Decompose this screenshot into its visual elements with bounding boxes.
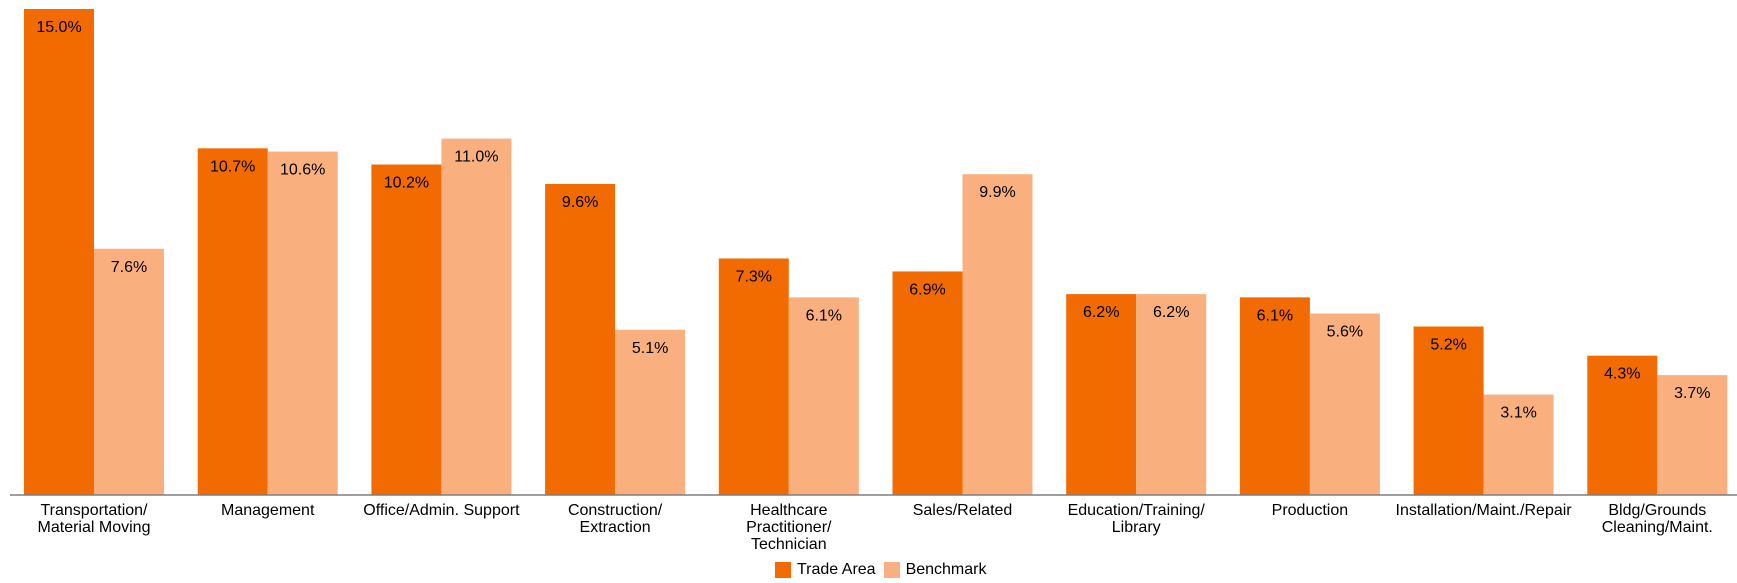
category-label-7: Production bbox=[1272, 502, 1349, 519]
value-label-trade-area-5: 6.9% bbox=[909, 281, 945, 298]
category-label-5: Sales/Related bbox=[913, 502, 1013, 519]
category-label-4: Healthcare Practitioner/Technician bbox=[746, 502, 832, 553]
bar-benchmark-0 bbox=[94, 248, 164, 495]
bar-benchmark-8 bbox=[1483, 394, 1554, 495]
value-label-benchmark-6: 6.2% bbox=[1153, 304, 1189, 321]
legend-label-benchmark: Benchmark bbox=[905, 561, 987, 578]
value-label-trade-area-3: 9.6% bbox=[562, 194, 598, 211]
legend-swatch-trade-area bbox=[775, 562, 791, 578]
bar-benchmark-6 bbox=[1136, 294, 1207, 495]
bar-trade-area-1 bbox=[197, 148, 268, 495]
value-labels-group: 15.0% 7.6% 10.7% 10.6% 10.2% 11.0% 9.6% 5.1% 7.3… bbox=[36, 19, 1710, 422]
value-label-trade-area-2: 10.2% bbox=[384, 175, 429, 192]
bar-trade-area-0 bbox=[24, 9, 94, 495]
category-labels-group: Transportation/Material Moving Management… bbox=[38, 502, 1713, 553]
category-label-8: Installation/Maint./Repair bbox=[1396, 502, 1573, 519]
value-label-trade-area-0: 15.0% bbox=[36, 19, 81, 36]
bar-trade-area-2 bbox=[371, 164, 442, 495]
bar-benchmark-4 bbox=[788, 297, 859, 495]
value-label-benchmark-4: 6.1% bbox=[806, 307, 842, 324]
category-label-3: Construction/Extraction bbox=[568, 502, 663, 536]
value-label-benchmark-1: 10.6% bbox=[280, 162, 325, 179]
bar-trade-area-9 bbox=[1587, 355, 1658, 495]
bar-trade-area-4 bbox=[718, 258, 789, 495]
value-label-trade-area-1: 10.7% bbox=[210, 158, 255, 175]
value-label-trade-area-9: 4.3% bbox=[1604, 366, 1640, 383]
category-label-line: Cleaning/Maint. bbox=[1602, 519, 1713, 536]
category-label-line: Production bbox=[1272, 502, 1349, 519]
category-label-line: Office/Admin. Support bbox=[363, 502, 520, 519]
category-label-line: Education/Training/ bbox=[1068, 502, 1206, 519]
category-label-1: Management bbox=[221, 502, 315, 519]
category-label-line: Extraction bbox=[580, 519, 651, 536]
value-label-benchmark-9: 3.7% bbox=[1674, 385, 1710, 402]
value-label-trade-area-4: 7.3% bbox=[736, 268, 772, 285]
value-label-benchmark-8: 3.1% bbox=[1500, 405, 1536, 422]
value-label-benchmark-2: 11.0% bbox=[454, 149, 498, 166]
category-label-line: Library bbox=[1112, 519, 1161, 536]
value-label-benchmark-7: 5.6% bbox=[1327, 324, 1363, 341]
legend-item-trade-area: Trade Area bbox=[775, 561, 876, 579]
value-label-trade-area-7: 6.1% bbox=[1257, 307, 1293, 324]
bar-trade-area-7 bbox=[1239, 297, 1310, 495]
bar-trade-area-6 bbox=[1066, 294, 1137, 495]
bar-trade-area-3 bbox=[545, 183, 616, 495]
value-label-trade-area-6: 6.2% bbox=[1083, 304, 1119, 321]
category-label-line: Material Moving bbox=[38, 519, 151, 536]
bar-benchmark-2 bbox=[441, 138, 512, 495]
legend-label-trade-area: Trade Area bbox=[797, 561, 876, 578]
value-label-benchmark-0: 7.6% bbox=[111, 259, 147, 276]
category-label-9: Bldg/Grounds Cleaning/Maint. bbox=[1602, 502, 1713, 536]
category-label-line: Technician bbox=[751, 536, 827, 553]
category-label-line: Installation/Maint./Repair bbox=[1396, 502, 1573, 519]
value-label-trade-area-8: 5.2% bbox=[1430, 337, 1466, 354]
legend-swatch-benchmark bbox=[883, 562, 900, 578]
value-label-benchmark-3: 5.1% bbox=[632, 340, 668, 357]
category-label-0: Transportation/Material Moving bbox=[38, 502, 151, 536]
legend: Trade Area Benchmark bbox=[775, 560, 994, 580]
bar-benchmark-3 bbox=[615, 329, 686, 495]
bar-benchmark-9 bbox=[1657, 375, 1728, 495]
category-label-line: Practitioner/ bbox=[746, 519, 832, 536]
category-label-line: Sales/Related bbox=[913, 502, 1013, 519]
category-label-line: Management bbox=[221, 502, 315, 519]
bar-benchmark-1 bbox=[267, 151, 338, 495]
category-label-line: Healthcare bbox=[750, 502, 827, 519]
category-label-line: Transportation/ bbox=[40, 502, 148, 519]
value-label-benchmark-5: 9.9% bbox=[979, 184, 1015, 201]
category-label-2: Office/Admin. Support bbox=[363, 502, 520, 519]
bar-benchmark-7 bbox=[1309, 313, 1380, 495]
category-label-6: Education/Training/Library bbox=[1068, 502, 1206, 536]
category-label-line: Bldg/Grounds bbox=[1608, 502, 1706, 519]
legend-item-benchmark: Benchmark bbox=[883, 561, 987, 579]
bar-trade-area-5 bbox=[892, 271, 963, 495]
bar-benchmark-5 bbox=[962, 174, 1033, 496]
bar-trade-area-8 bbox=[1413, 326, 1484, 495]
bars-group bbox=[24, 9, 1728, 496]
category-label-line: Construction/ bbox=[568, 502, 663, 519]
